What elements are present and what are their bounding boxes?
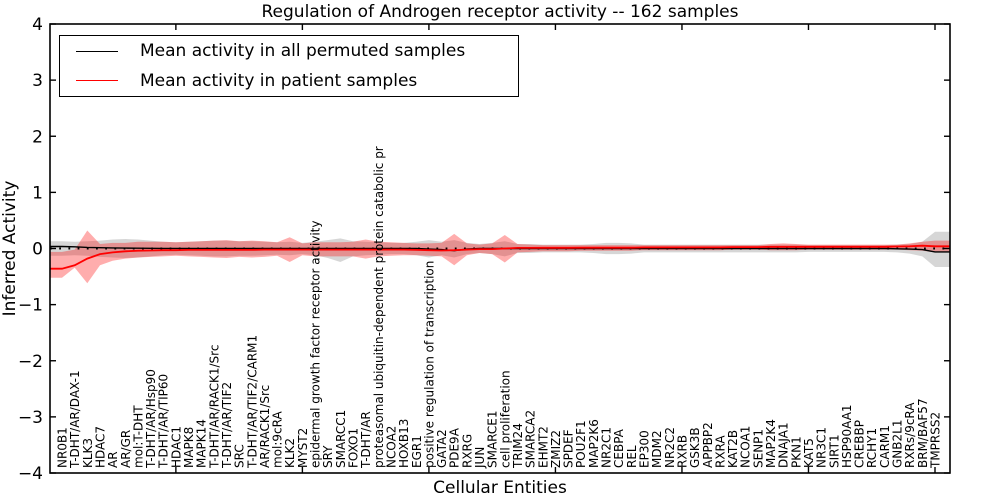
x-tick-label: TRIM24 (511, 423, 525, 469)
x-tick-label: FOXO1 (347, 428, 361, 468)
x-tick-label: T-DHT/AR (359, 411, 373, 469)
permuted-line-swatch (76, 50, 118, 52)
x-tick-label: NR2C2 (663, 427, 677, 468)
y-tick-label: 1 (32, 183, 43, 203)
x-tick-label: KLK3 (81, 438, 95, 468)
x-tick-label: RXRB (676, 435, 690, 468)
x-tick-label: SMARCC1 (334, 410, 348, 468)
x-tick-label: APPBP2 (701, 422, 715, 468)
x-tick-label: ZMIZ2 (549, 430, 563, 468)
x-tick-label: HDAC1 (169, 426, 183, 468)
y-tick-label: −3 (18, 408, 43, 428)
y-axis-label: Inferred Activity (0, 181, 20, 317)
x-tick-label: HDAC7 (94, 426, 108, 468)
x-tick-label: MDM2 (650, 430, 664, 468)
y-tick-label: 2 (32, 127, 43, 147)
x-tick-label: TMPRSS2 (929, 412, 943, 469)
x-tick-label: RCHY1 (865, 428, 879, 468)
x-tick-label: POU2F1 (574, 420, 588, 468)
x-tick-label: RXRA (713, 435, 727, 468)
chart-title: Regulation of Androgen receptor activity… (262, 2, 739, 22)
x-tick-label: HSP90AA1 (840, 404, 854, 468)
x-tick-label: T-DHT/AR/Hsp90 (144, 369, 158, 469)
x-tick-label: MAP2K4 (764, 419, 778, 468)
x-tick-label: SRC (233, 444, 247, 468)
x-tick-label: KLK2 (283, 438, 297, 468)
x-tick-label: T-DHT/AR/RACK1/Src (207, 345, 221, 469)
x-tick-label: NR0B1 (56, 427, 70, 468)
x-tick-label: AR/RACK1/Src (258, 385, 272, 468)
x-tick-label: REL (625, 445, 639, 468)
x-tick-label: SMARCE1 (486, 410, 500, 468)
x-tick-label: T-DHT/AR/TIF2 (220, 382, 234, 469)
x-tick-label: JUN (473, 447, 487, 469)
y-tick-label: −1 (18, 296, 43, 316)
y-tick-label: 3 (32, 71, 43, 91)
x-tick-label: NCOA2 (385, 426, 399, 468)
x-tick-label: proteasomal ubiquitin-dependent protein … (372, 146, 386, 468)
x-tick-label: T-DHT/AR/TIP60 (157, 374, 171, 469)
x-tick-label: KAT2B (726, 430, 740, 468)
x-tick-label: positive regulation of transcription (422, 261, 436, 468)
y-tick-label: 0 (32, 240, 43, 260)
x-tick-label: MAPK14 (195, 419, 209, 468)
x-tick-label: EGR1 (410, 435, 424, 468)
legend: Mean activity in all permuted samples Me… (59, 35, 519, 97)
x-tick-label: AR (106, 451, 120, 468)
legend-label-permuted: Mean activity in all permuted samples (140, 41, 466, 62)
x-tick-label: cell proliferation (498, 370, 512, 468)
x-axis-label: Cellular Entities (433, 478, 567, 498)
x-tick-label: CEBPA (612, 428, 626, 468)
x-tick-label: NR3C1 (815, 427, 829, 468)
x-tick-label: AR/GR (119, 430, 133, 468)
x-tick-label: SRY (321, 445, 335, 468)
x-tick-label: EHMT2 (536, 426, 550, 468)
x-tick-label: mol:T-DHT (131, 405, 145, 468)
x-tick-label: RXRG (460, 434, 474, 468)
x-tick-label: GSK3B (688, 427, 702, 468)
x-tick-label: PKN1 (789, 436, 803, 468)
y-tick-label: −2 (18, 352, 43, 372)
x-tick-label: SIRT1 (827, 434, 841, 468)
x-tick-label: SMARCA2 (524, 410, 538, 468)
x-tick-label: SPDEF (562, 429, 576, 468)
x-tick-label: T-DHT/AR/DAX-1 (68, 370, 82, 469)
legend-entry-patient: Mean activity in patient samples (60, 67, 518, 95)
x-tick-label: HOXB13 (397, 419, 411, 468)
x-tick-label: T-DHT/AR/TIF2/CARM1 (245, 335, 259, 469)
x-tick-label: NR2C1 (600, 427, 614, 468)
x-tick-label: MAP2K6 (587, 419, 601, 468)
x-tick-label: EP300 (638, 430, 652, 468)
x-tick-label: SENP1 (751, 429, 765, 468)
patient-line-swatch (76, 80, 118, 82)
x-tick-label: KAT5 (802, 438, 816, 468)
x-tick-label: epidermal growth factor receptor activit… (309, 221, 323, 468)
x-tick-label: CREBBP (853, 420, 867, 468)
y-tick-label: −4 (18, 464, 43, 484)
x-tick-label: GNB2L1 (891, 420, 905, 468)
x-tick-label: RXRs/9cRA (903, 402, 917, 468)
x-tick-label: DNAJA1 (777, 422, 791, 468)
x-tick-label: BRM/BAF57 (916, 398, 930, 468)
x-tick-label: mol:9cRA (271, 411, 285, 468)
legend-label-patient: Mean activity in patient samples (140, 70, 418, 91)
x-tick-label: PDE9A (448, 427, 462, 468)
x-tick-label: NCOA1 (739, 426, 753, 468)
x-tick-label: MAPK8 (182, 427, 196, 468)
patient-activity-range-band (50, 230, 950, 284)
x-tick-label: CARM1 (878, 425, 892, 468)
legend-entry-permuted: Mean activity in all permuted samples (60, 37, 518, 65)
x-tick-label: MYST2 (296, 428, 310, 468)
y-tick-label: 4 (32, 15, 43, 35)
patient-mean-line (50, 244, 950, 270)
x-tick-label: GATA2 (435, 429, 449, 468)
